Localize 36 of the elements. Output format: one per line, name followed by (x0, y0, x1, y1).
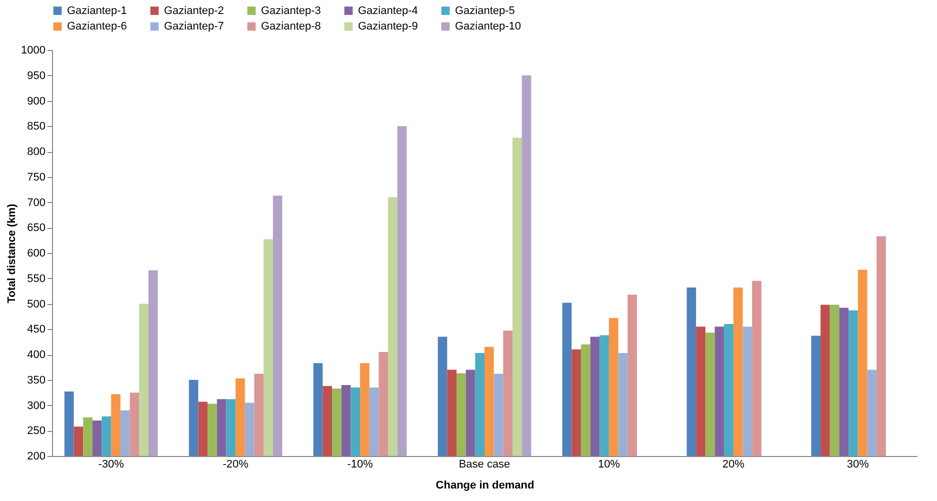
legend-label: Gaziantep-9 (358, 20, 418, 32)
x-tick-label: -30% (98, 458, 124, 470)
x-tick-label: 20% (722, 458, 745, 470)
y-tick-label: 1000 (21, 44, 46, 56)
legend-label: Gaziantep-3 (261, 4, 321, 17)
y-tick-label: 450 (27, 324, 46, 336)
x-tick-label: Base case (458, 458, 510, 470)
legend-label: Gaziantep-6 (67, 20, 127, 32)
y-tick-label: 500 (27, 298, 46, 310)
legend-label: Gaziantep-2 (164, 4, 224, 17)
y-tick-label: 750 (27, 171, 46, 184)
legend-label: Gaziantep-5 (455, 4, 515, 17)
legend-label: Gaziantep-4 (358, 4, 418, 17)
y-tick-label: 350 (27, 374, 46, 386)
y-tick-label: 300 (27, 400, 46, 412)
legend-label: Gaziantep-8 (261, 20, 321, 32)
y-tick-label: 900 (27, 95, 46, 108)
legend-label: Gaziantep-10 (455, 20, 522, 32)
y-tick-label: 700 (27, 196, 46, 209)
y-tick-label: 550 (27, 272, 46, 285)
y-tick-label: 850 (27, 120, 46, 133)
y-tick-label: 200 (27, 450, 46, 462)
x-axis-title: Change in demand (436, 480, 534, 492)
y-tick-label: 400 (27, 349, 46, 361)
y-tick-label: 250 (27, 425, 46, 438)
legend-label: Gaziantep-7 (164, 20, 224, 32)
y-tick-label: 800 (27, 146, 46, 158)
y-tick-label: 600 (27, 248, 46, 260)
y-tick-label: 650 (27, 222, 46, 234)
x-tick-label: 30% (846, 458, 870, 470)
x-tick-label: 10% (598, 458, 620, 470)
legend-label: Gaziantep-1 (67, 4, 127, 17)
x-tick-label: -10% (347, 458, 374, 470)
y-tick-label: 950 (27, 70, 46, 82)
x-tick-label: -20% (222, 458, 249, 470)
y-axis-title: Total distance (km) (6, 203, 18, 304)
